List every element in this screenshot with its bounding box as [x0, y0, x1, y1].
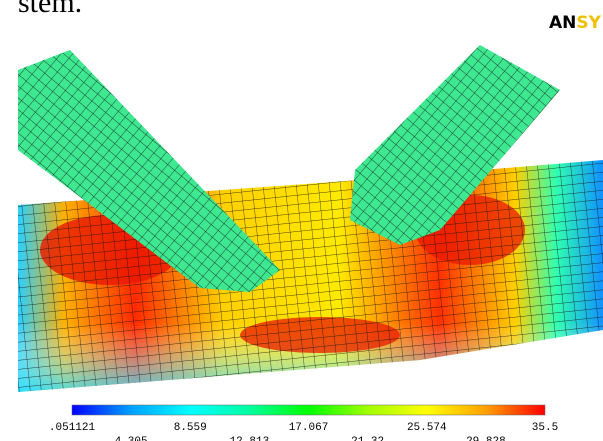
legend-label: 29.828 — [466, 436, 506, 441]
legend-label: .051121 — [49, 422, 96, 434]
caption: stem. — [18, 0, 82, 19]
model-view — [18, 45, 603, 392]
legend-label: 21.32 — [351, 436, 384, 441]
legend-label: 35.5 — [532, 422, 558, 434]
legend-label: 4.305 — [115, 436, 148, 441]
logo: ANSY — [549, 13, 602, 33]
screenshot: stem. ANSY .051121 8.559 17.067 25.574 35.5 4… — [0, 0, 603, 441]
legend-label: 12.813 — [230, 436, 270, 441]
legend-label: 8.559 — [174, 422, 207, 434]
legend-label: 17.067 — [289, 422, 329, 434]
legend-label: 25.574 — [407, 422, 447, 434]
color-bar — [72, 405, 545, 415]
